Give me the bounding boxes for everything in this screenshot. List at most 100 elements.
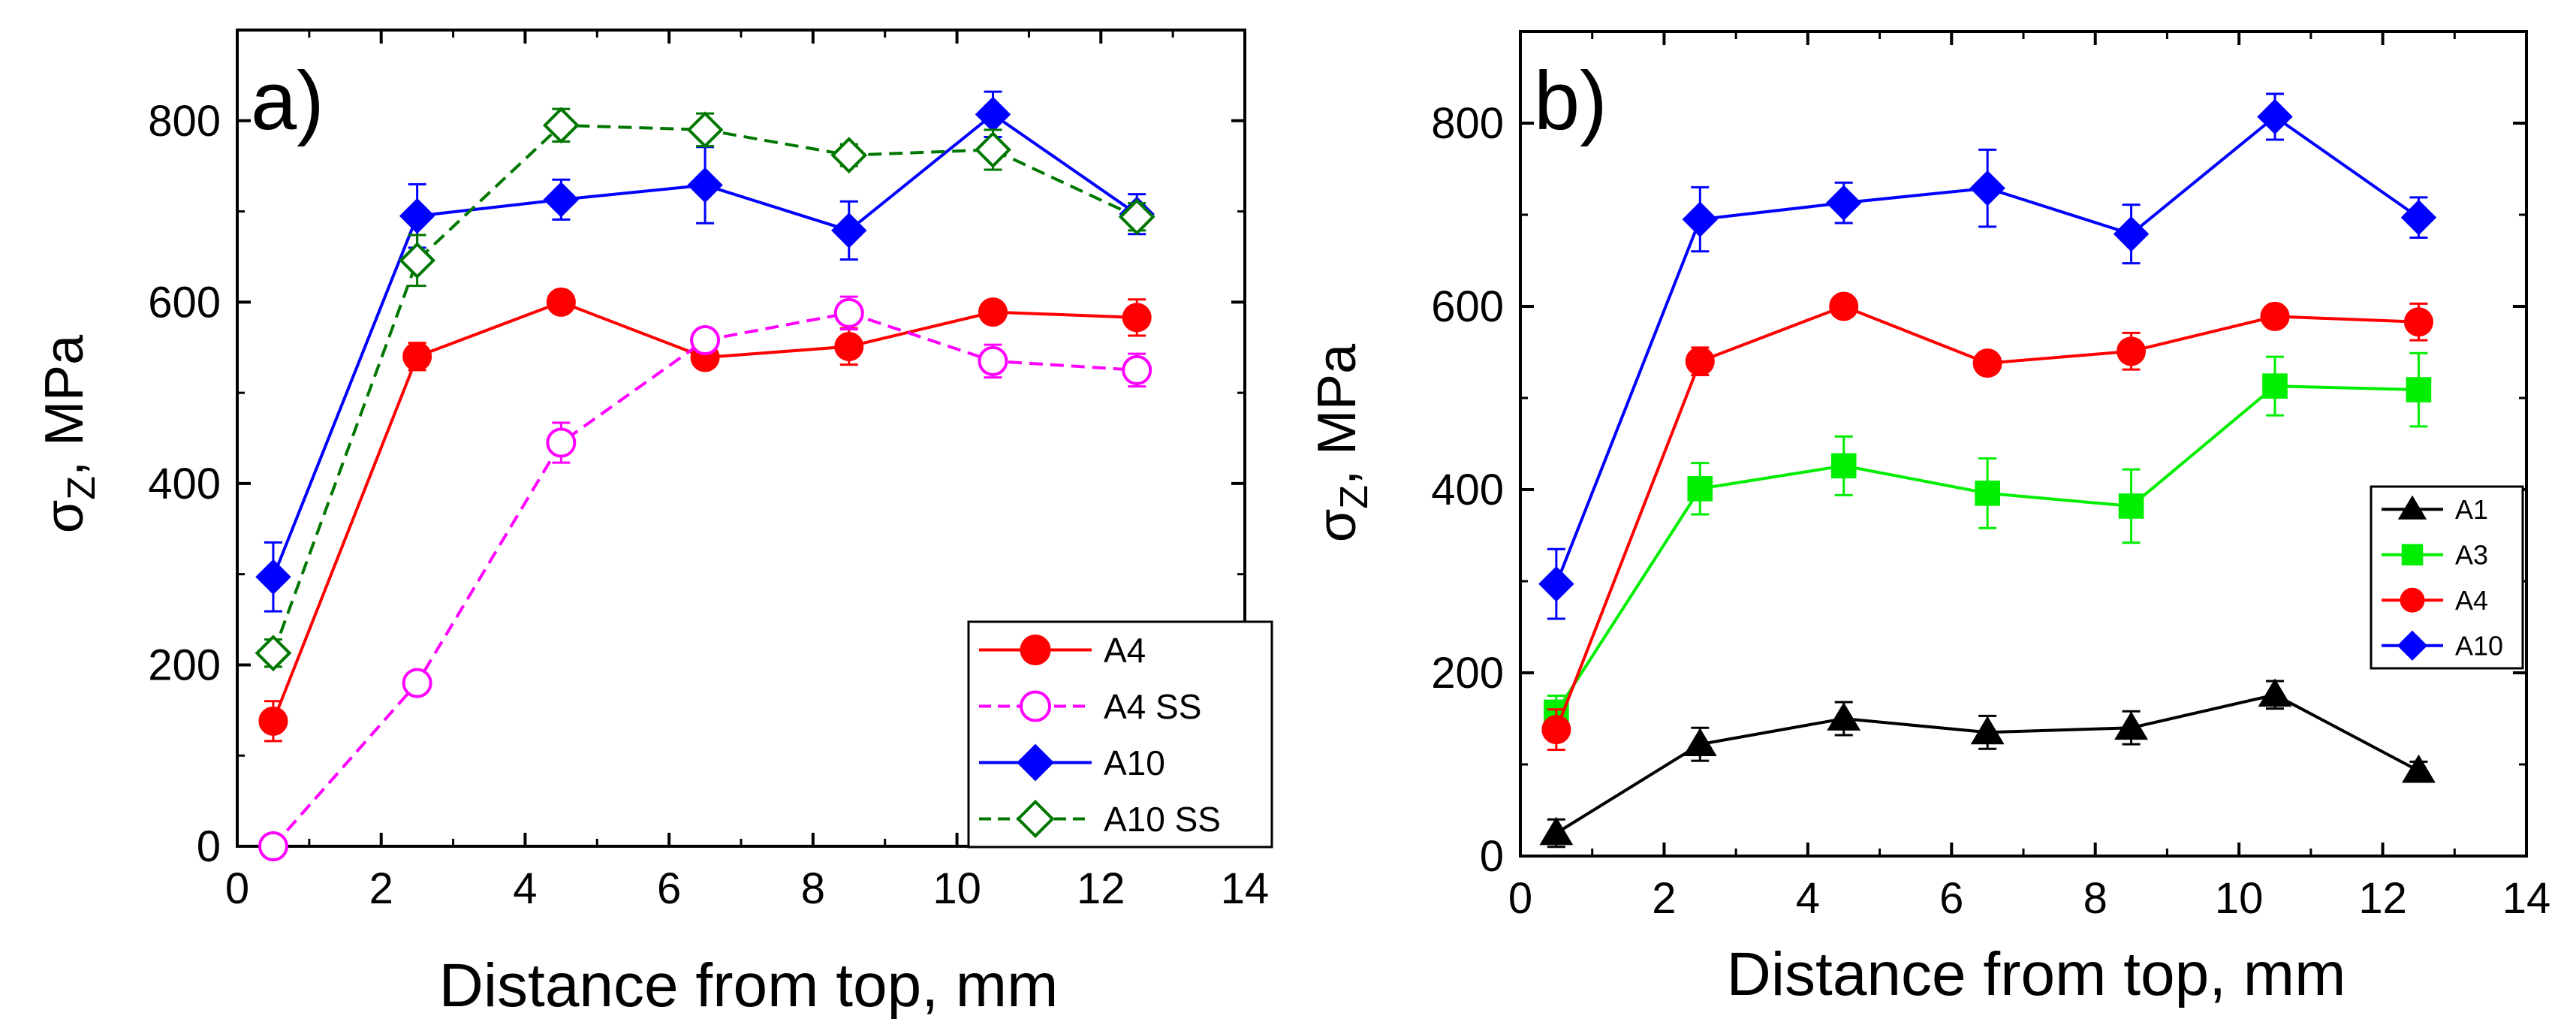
panel-a-data-point — [258, 831, 288, 861]
panel-a-data-point — [830, 137, 868, 174]
panel-b-series-a4 — [1541, 291, 2433, 751]
panel-a-data-point — [402, 668, 432, 698]
panel-b-x-tick-label: 6 — [1939, 874, 1963, 923]
panel-a-x-tick-label: 10 — [932, 864, 981, 913]
panel-b-y-axis-subscript: Z — [1333, 485, 1376, 509]
panel-a-data-point — [399, 242, 436, 279]
panel-b-data-point — [1969, 170, 2005, 206]
panel-b-data-point — [2406, 377, 2432, 402]
panel-a-data-point — [1122, 303, 1152, 333]
panel-a-y-tick-label: 400 — [148, 460, 221, 508]
panel-b-data-point — [2257, 98, 2293, 135]
panel-b-legend-label: A4 — [2455, 585, 2488, 616]
panel-b-data-point — [2113, 216, 2150, 252]
panel-b-data-point — [1682, 201, 1719, 237]
panel-b-x-tick-label: 14 — [2502, 874, 2551, 923]
panel-a-legend-marker — [1017, 743, 1054, 782]
panel-a-data-point — [255, 635, 292, 672]
panel-b-legend: A1 A3 A4 A10 — [2370, 485, 2524, 670]
panel-a-series-a10-ss — [255, 107, 1155, 672]
panel-a-data-point — [255, 559, 291, 595]
panel-b-data-point — [2403, 307, 2433, 337]
panel-a-x-tick-label: 4 — [513, 864, 537, 913]
panel-a-label: a) — [251, 55, 324, 147]
panel-b-series-a1 — [1539, 678, 2436, 849]
panel-a-data-point — [543, 182, 580, 218]
panel-a-chart: a) Distance from top, mm σZ, MPa 0 2 4 6 8 10… — [35, 29, 1273, 1020]
panel-a-data-point — [687, 167, 723, 203]
panel-a-x-tick-label: 2 — [369, 864, 393, 913]
panel-a-data-point — [1122, 354, 1152, 385]
panel-a-y-tick-label: 600 — [148, 278, 221, 327]
panel-b-series-a3 — [1544, 351, 2432, 730]
panel-a-y-tick-label: 200 — [148, 641, 221, 689]
panel-a-legend-label: A4 SS — [1104, 687, 1201, 726]
panel-a-data-point — [833, 297, 864, 328]
panel-b-data-point — [1972, 348, 2002, 378]
panel-b-data-point — [1830, 453, 1857, 479]
panel-a-y-axis-unit: , MPa — [35, 334, 95, 476]
panel-b-legend-marker — [2397, 630, 2428, 661]
panel-a-legend-label: A4 — [1104, 631, 1146, 670]
panel-b-y-axis-unit: , MPa — [1307, 343, 1367, 485]
panel-a-data-point — [975, 96, 1011, 133]
panel-a-series-a4-ss — [258, 295, 1152, 861]
panel-a-data-point — [542, 107, 580, 144]
panel-b-series-line — [1555, 384, 2419, 713]
panel-b-legend-box — [2370, 485, 2524, 670]
panel-b-data-point — [1539, 816, 1574, 846]
panel-a-data-point — [834, 332, 864, 362]
panel-b-legend-marker — [2401, 544, 2424, 565]
panel-b-label: b) — [1534, 55, 1607, 147]
panel-a-data-point — [690, 325, 721, 356]
panel-a-series-a4 — [258, 287, 1152, 743]
panel-a-data-point — [399, 197, 435, 234]
panel-b-data-point — [1970, 716, 2005, 745]
panel-b-y-tick-label: 0 — [1480, 832, 1504, 881]
panel-b-data-point — [2258, 678, 2292, 707]
panel-a-x-tick-label: 14 — [1221, 864, 1270, 913]
panel-b-data-point — [1683, 728, 1717, 757]
panel-a-legend-box — [967, 620, 1273, 849]
panel-b-y-axis-symbol: σ — [1307, 509, 1367, 542]
panel-b-data-point — [2260, 301, 2290, 331]
panel-a-y-tick-label: 800 — [148, 97, 221, 146]
panel-b-data-point — [2401, 754, 2436, 783]
panel-b-legend-label: A10 — [2455, 631, 2503, 662]
panel-a-data-point — [546, 427, 577, 458]
panel-b-data-point — [1538, 565, 1574, 602]
panel-a-y-axis-subscript: Z — [60, 476, 104, 500]
panel-b-data-point — [2118, 493, 2144, 519]
panel-b-x-tick-label: 10 — [2215, 874, 2264, 923]
panel-a-x-axis-title: Distance from top, mm — [439, 951, 1059, 1020]
panel-a-legend-label: A10 SS — [1104, 800, 1221, 839]
panel-b-data-point — [1685, 346, 1715, 376]
panel-b-data-point — [2117, 336, 2147, 366]
panel-a-y-axis-title: σZ, MPa — [35, 334, 104, 533]
panel-a-data-point — [978, 297, 1008, 327]
panel-a-data-point — [258, 706, 288, 736]
panel-b-data-point — [1829, 291, 1859, 321]
panel-a-data-point — [1118, 198, 1155, 236]
panel-b-y-tick-label: 200 — [1431, 649, 1504, 698]
panel-a-legend-marker — [1020, 635, 1051, 665]
panel-a-data-point — [831, 213, 867, 249]
panel-a-legend: A4 A4 SS A10 A10 SS — [967, 620, 1273, 849]
panel-a-legend-marker — [1020, 690, 1051, 722]
panel-b-data-point — [2262, 373, 2288, 399]
panel-b-legend-marker — [2400, 587, 2425, 613]
panel-a-legend-label: A10 — [1104, 743, 1165, 782]
panel-b-legend-label: A1 — [2455, 494, 2488, 525]
panel-b-data-point — [2400, 199, 2437, 236]
panel-b-x-tick-label: 4 — [1796, 874, 1820, 923]
panel-a-x-tick-label: 8 — [801, 864, 825, 913]
panel-a-series-a10 — [255, 90, 1155, 613]
panel-a-x-tick-label: 12 — [1077, 864, 1125, 913]
panel-b-x-axis-title: Distance from top, mm — [1727, 940, 2346, 1008]
panel-b-data-point — [1827, 702, 1861, 731]
panel-a-data-point — [546, 287, 576, 317]
panel-a-legend-marker — [1016, 799, 1055, 839]
panel-a-data-point — [402, 342, 432, 372]
panel-a-data-point — [975, 131, 1011, 168]
